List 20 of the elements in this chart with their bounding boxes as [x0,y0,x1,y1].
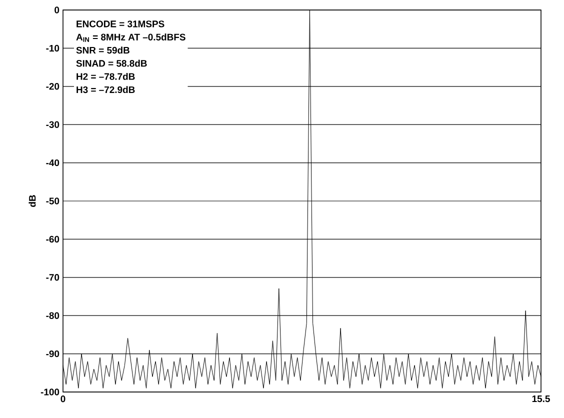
y-tick-label: -100 [40,388,60,396]
y-tick-label: -90 [46,350,60,358]
x-tick-label: 15.5 [532,396,550,402]
annotation: H2 = –78.7dB [76,72,135,80]
y-tick-label: -40 [46,159,60,166]
annotation: A$_{IN}$ = 8MHz AT –0.5dBFS [76,33,186,42]
y-tick-label: -70 [46,274,60,281]
annotation: ENCODE = 31MSPS [76,20,164,28]
y-tick-label: -10 [46,44,60,52]
y-tick-label: -20 [46,83,60,90]
annotation: SINAD = 58.8dB [76,60,147,67]
y-tick-label: -30 [46,121,60,128]
y-tick-label: -50 [46,198,60,204]
annotation: SNR = 59dB [76,46,130,54]
y-tick-label: -60 [46,236,60,243]
annotation: H3 = –72.9dB [76,86,135,94]
y-axis-title: dB [28,195,36,207]
y-tick-label: -80 [46,312,60,319]
line-series [63,10,542,388]
y-tick-label: 0 [54,6,60,14]
